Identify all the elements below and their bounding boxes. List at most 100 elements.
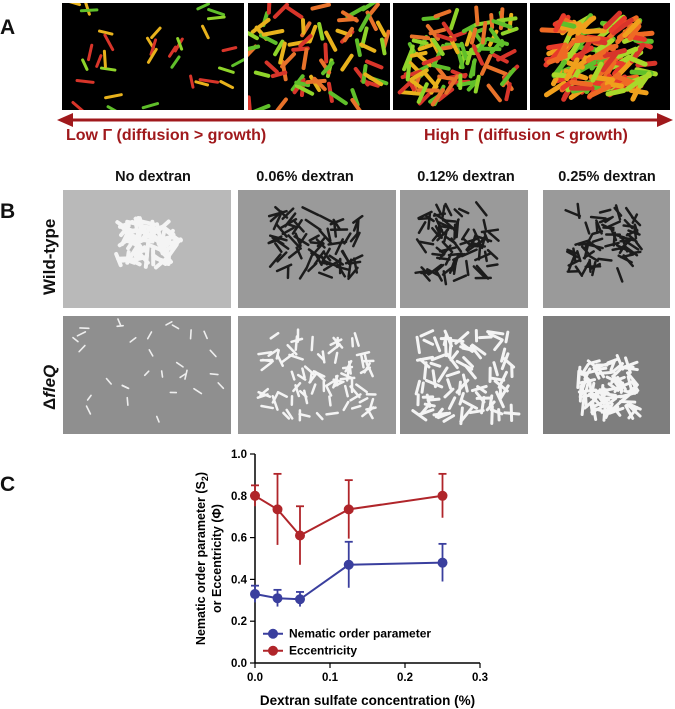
simulation-cells-1 (69, 3, 244, 110)
bacterium (332, 218, 341, 231)
bacterium (462, 356, 474, 368)
bacterium (564, 208, 582, 218)
bacterium (418, 240, 435, 246)
simulated-cell (95, 54, 103, 68)
simulated-cell (342, 26, 355, 43)
bacterium (595, 366, 608, 371)
bacterium (417, 221, 427, 235)
simulated-cell (431, 37, 445, 57)
simulated-cell (264, 60, 279, 74)
bacterium (598, 208, 612, 214)
bacterium (596, 393, 606, 405)
bacterium (500, 347, 507, 363)
simulated-cell (590, 61, 604, 83)
bacterium (287, 248, 301, 259)
bacterium (504, 330, 510, 344)
bacterium (281, 207, 295, 221)
bacterium (184, 369, 188, 380)
bacterium (155, 222, 163, 241)
bacterium (285, 222, 299, 229)
row-label-fleq: ΔfleQ (40, 365, 60, 410)
eccentricity-point (437, 490, 448, 501)
bacterium (76, 331, 87, 337)
x-axis-label: Dextran sulfate concentration (%) (260, 693, 475, 708)
bacterium (355, 218, 360, 238)
simulated-cell (625, 78, 643, 92)
bacterium (436, 411, 452, 420)
micrograph-cells (411, 328, 521, 426)
bacterium (447, 396, 457, 410)
simulated-cell (323, 42, 329, 64)
bacterium (441, 218, 456, 231)
simulated-cell (168, 45, 177, 58)
simulated-cell (496, 16, 518, 23)
eccentricity-point (343, 504, 354, 515)
bacterium (578, 384, 583, 403)
bacterium (260, 404, 275, 410)
bacterium (267, 348, 279, 357)
simulated-cell (98, 29, 114, 36)
bacterium (600, 384, 605, 398)
simulated-cell (305, 78, 327, 85)
simulated-cell (149, 38, 158, 56)
bacterium (429, 361, 442, 368)
nematic-order-parameter-point (437, 557, 448, 568)
bacterium (324, 384, 333, 397)
simulated-cell (294, 80, 311, 88)
bacterium (309, 371, 313, 384)
simulated-cell (275, 97, 288, 110)
bacterium (482, 218, 487, 231)
simulated-cell (594, 38, 615, 53)
bacterium (316, 236, 327, 248)
simulated-cell (298, 34, 313, 48)
bacterium (329, 218, 345, 226)
bacterium (165, 229, 179, 241)
bacterium (341, 365, 354, 370)
bacterium (485, 400, 496, 412)
bacterium (433, 336, 442, 353)
simulated-cell (194, 80, 210, 87)
simulated-cell (350, 88, 360, 107)
simulated-cell (539, 27, 567, 34)
bacterium (567, 258, 581, 267)
simulated-cell (629, 56, 648, 67)
bacterium (450, 237, 463, 253)
bacterium (486, 248, 499, 260)
bacterium (455, 378, 470, 394)
bacterium (349, 393, 362, 402)
bacterium (593, 388, 602, 403)
bacterium (624, 403, 639, 410)
simulated-cell (622, 18, 642, 38)
bacterium (603, 394, 624, 400)
bacterium (490, 405, 494, 425)
bacterium (267, 235, 283, 245)
simulated-cell (409, 34, 431, 41)
bacterium (333, 351, 339, 364)
simulated-cell (615, 46, 639, 59)
bacterium (298, 232, 308, 245)
simulated-cell (578, 37, 594, 60)
simulated-cell (469, 27, 478, 45)
bacterium (189, 329, 192, 340)
bacterium (343, 384, 349, 398)
bacterium (363, 353, 369, 366)
bacterium (587, 243, 604, 250)
bacterium (85, 405, 92, 415)
bacterium (72, 336, 79, 343)
bacterium (415, 355, 435, 362)
nematic-order-parameter-point (250, 589, 260, 600)
simulated-cell (69, 3, 82, 7)
bacterium (614, 381, 624, 393)
bacterium (298, 412, 311, 418)
bacterium (120, 229, 131, 247)
bacterium (460, 228, 470, 241)
bacterium (444, 202, 453, 217)
bacterium (368, 367, 374, 378)
bacterium (311, 241, 325, 256)
bacterium (460, 248, 478, 258)
bacterium (583, 233, 594, 250)
simulated-cell (285, 5, 304, 20)
bacterium (193, 387, 203, 395)
simulation-panel-4 (530, 3, 670, 110)
bacterium (171, 324, 180, 330)
